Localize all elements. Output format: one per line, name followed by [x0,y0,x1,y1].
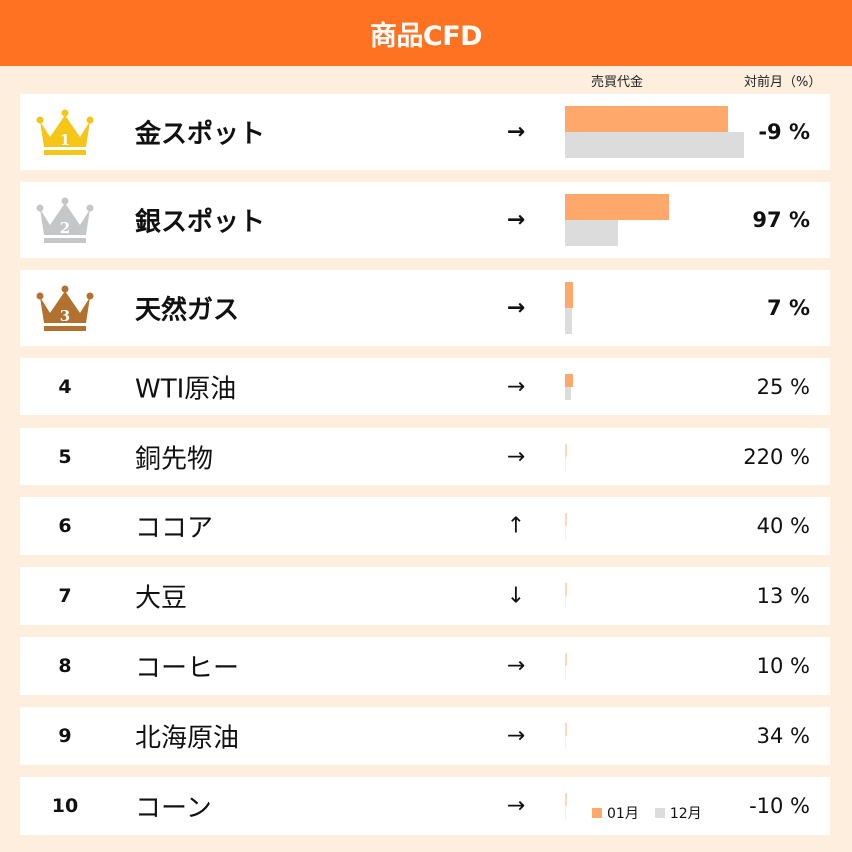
rank-number: 6 [58,515,72,537]
bar-current-month [565,723,567,736]
trend-arrow-icon: → [506,295,526,321]
bar-current-month [565,653,567,666]
change-percent: -9 % [758,120,810,144]
table-row: 4 WTI原油 → 25 % [20,358,830,415]
change-percent: -10 % [749,794,810,818]
trend-arrow-icon: ↑ [506,513,526,539]
rank-number: 10 [51,795,79,817]
volume-bars [565,282,573,334]
table-row: 5 銅先物 → 220 % [20,428,830,485]
bar-previous-month [565,132,744,158]
table-row: 7 大豆 ↓ 13 % [20,567,830,625]
legend-current-swatch [592,808,602,818]
legend-previous-swatch [654,808,665,818]
trend-arrow-icon: ↓ [506,583,526,609]
bar-previous-month [565,386,571,400]
bar-current-month [565,106,728,132]
volume-bars [565,443,567,470]
bar-current-month [565,583,567,596]
change-percent: 34 % [756,724,810,748]
table-row: 2 銀スポット → 97 % [20,182,830,258]
legend-current-label: 01月 [607,806,639,822]
svg-text:1: 1 [60,131,70,149]
table-row: 3 天然ガス → 7 % [20,270,830,346]
bar-previous-month [565,220,618,246]
page-title: 商品CFD [369,20,483,52]
volume-bars [565,373,573,400]
volume-bars [565,653,567,679]
bar-current-month [565,194,669,220]
rank-number: 4 [58,375,72,398]
commodity-name: コーヒー [135,653,240,684]
table-row: 8 コーヒー → 10 % [20,637,830,695]
volume-bars [565,793,567,819]
legend-previous-label: 12月 [669,806,702,822]
rank-number: 7 [58,585,72,607]
bar-current-month [565,373,573,387]
change-percent: 97 % [752,208,810,232]
volume-bars [565,194,669,246]
bar-previous-month [565,666,566,679]
bar-previous-month [565,596,566,609]
trend-arrow-icon: → [506,793,526,819]
table-row: 9 北海原油 → 34 % [20,707,830,765]
bar-current-month [565,443,567,457]
crown-rank-3-icon: 3 [36,285,94,331]
trend-arrow-icon: → [506,207,526,233]
column-header-volume: 売買代金 [591,75,644,90]
commodity-name: 天然ガス [135,295,240,326]
commodity-name: ココア [135,513,214,544]
volume-bars [565,513,567,539]
bar-previous-month [565,736,566,749]
commodity-name: 大豆 [135,583,188,614]
bar-previous-month [565,308,572,334]
rank-number: 9 [58,725,72,747]
bar-current-month [565,793,567,806]
trend-arrow-icon: → [506,444,526,469]
table-row: 6 ココア ↑ 40 % [20,497,830,555]
commodity-name: 北海原油 [135,723,240,754]
change-percent: 25 % [756,374,810,399]
commodity-name: 銅先物 [135,444,214,474]
trend-arrow-icon: → [506,653,526,679]
bar-previous-month [565,456,566,470]
volume-bars [565,723,567,749]
rank-number: 8 [58,655,72,677]
volume-bars [565,106,744,158]
commodity-name: コーン [135,793,212,824]
volume-bars [565,583,567,609]
table-row: 10 コーン → 01月 12月 -10 % [20,777,830,835]
trend-arrow-icon: → [506,723,526,749]
change-percent: 10 % [756,654,810,678]
table-row: 1 金スポット → -9 % [20,94,830,170]
column-header-change: 対前月（%） [744,75,822,90]
commodity-name: 銀スポット [135,207,266,238]
svg-text:3: 3 [60,307,70,325]
svg-text:2: 2 [60,219,70,237]
change-percent: 220 % [743,444,810,469]
trend-arrow-icon: → [506,119,526,145]
change-percent: 40 % [756,514,810,538]
change-percent: 7 % [767,296,810,320]
trend-arrow-icon: → [506,374,526,399]
crown-rank-2-icon: 2 [36,197,94,243]
chart-legend: 01月 12月 [592,803,718,823]
bar-current-month [565,513,567,526]
commodity-name: 金スポット [135,119,266,150]
bar-previous-month [565,806,566,819]
bar-current-month [565,282,573,308]
commodity-name: WTI原油 [135,374,237,404]
change-percent: 13 % [756,584,810,608]
rank-number: 5 [58,445,72,468]
bar-previous-month [565,526,566,539]
header-bar: 商品CFD [0,0,852,66]
crown-rank-1-icon: 1 [36,109,94,155]
